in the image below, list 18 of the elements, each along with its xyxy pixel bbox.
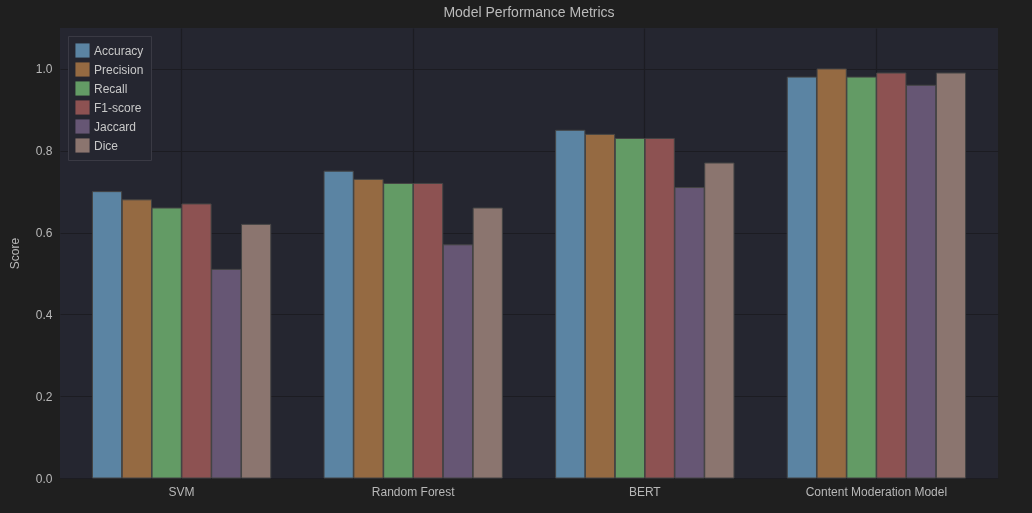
legend-label: Recall [94, 81, 128, 96]
legend-label: Dice [94, 138, 119, 153]
y-tick-label: 0.2 [35, 389, 53, 404]
legend-label: Precision [94, 62, 144, 77]
y-tick-label: 0.6 [35, 226, 53, 241]
legend-label: Accuracy [94, 43, 144, 58]
y-tick-label: 0.4 [35, 307, 53, 322]
legend-label: F1-score [94, 100, 142, 115]
y-tick-label: 0.0 [35, 471, 53, 486]
x-tick-label: Random Forest [371, 484, 456, 499]
y-tick-label: 1.0 [35, 62, 53, 77]
y-tick-label: 0.8 [35, 144, 53, 159]
x-tick-label: SVM [168, 484, 195, 499]
x-tick-label: Content Moderation Model [805, 484, 948, 499]
chart-title: Model Performance Metrics [443, 4, 615, 20]
legend-label: Jaccard [94, 119, 137, 134]
y-axis-title: Score [7, 237, 22, 270]
x-tick-label: BERT [628, 484, 662, 499]
